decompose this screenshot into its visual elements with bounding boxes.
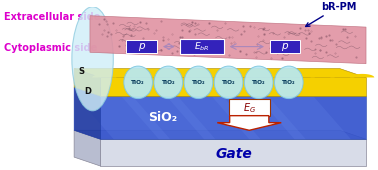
FancyBboxPatch shape — [127, 40, 157, 53]
Ellipse shape — [72, 7, 113, 111]
Polygon shape — [74, 130, 101, 166]
Text: Cytoplasmic side: Cytoplasmic side — [5, 42, 98, 53]
Ellipse shape — [274, 66, 303, 99]
Text: TiO₂: TiO₂ — [252, 80, 265, 85]
Polygon shape — [74, 87, 366, 96]
Text: $p$: $p$ — [138, 41, 146, 53]
Polygon shape — [257, 96, 351, 139]
Polygon shape — [310, 74, 335, 78]
Polygon shape — [112, 74, 136, 78]
Polygon shape — [121, 96, 215, 139]
Text: SiO₂: SiO₂ — [148, 111, 177, 124]
FancyBboxPatch shape — [270, 40, 301, 53]
Text: TiO₂: TiO₂ — [131, 80, 145, 85]
Polygon shape — [211, 74, 235, 78]
Text: TiO₂: TiO₂ — [161, 80, 175, 85]
Text: TiO₂: TiO₂ — [222, 80, 235, 85]
Polygon shape — [231, 74, 255, 78]
Polygon shape — [251, 74, 275, 78]
Polygon shape — [76, 96, 170, 139]
FancyBboxPatch shape — [180, 39, 224, 54]
FancyBboxPatch shape — [229, 99, 270, 116]
Ellipse shape — [214, 66, 243, 99]
Polygon shape — [172, 74, 196, 78]
Ellipse shape — [184, 66, 213, 99]
Text: TiO₂: TiO₂ — [192, 80, 205, 85]
Polygon shape — [74, 87, 101, 139]
Text: TiO₂: TiO₂ — [282, 80, 296, 85]
Text: $E_G$: $E_G$ — [243, 101, 256, 115]
Ellipse shape — [124, 66, 152, 99]
Polygon shape — [90, 16, 366, 64]
Polygon shape — [217, 116, 281, 130]
Polygon shape — [166, 96, 260, 139]
Ellipse shape — [244, 66, 273, 99]
Text: D: D — [84, 87, 91, 96]
Polygon shape — [330, 74, 355, 78]
Text: Gate: Gate — [216, 147, 253, 161]
Polygon shape — [101, 139, 366, 166]
Polygon shape — [101, 96, 366, 139]
Polygon shape — [132, 74, 156, 78]
Polygon shape — [101, 78, 366, 96]
Text: Extracellular side: Extracellular side — [5, 12, 101, 22]
Text: bR-PM: bR-PM — [306, 2, 356, 27]
Polygon shape — [74, 69, 366, 78]
Polygon shape — [350, 74, 374, 78]
Ellipse shape — [154, 66, 183, 99]
Text: S: S — [79, 67, 85, 76]
Text: $E_{bR}$: $E_{bR}$ — [194, 40, 210, 53]
Polygon shape — [92, 74, 116, 78]
Polygon shape — [271, 74, 295, 78]
Polygon shape — [74, 130, 366, 139]
Polygon shape — [152, 74, 176, 78]
Polygon shape — [191, 74, 215, 78]
Polygon shape — [74, 69, 101, 96]
Polygon shape — [212, 96, 306, 139]
Text: $p$: $p$ — [281, 41, 289, 53]
Polygon shape — [291, 74, 315, 78]
